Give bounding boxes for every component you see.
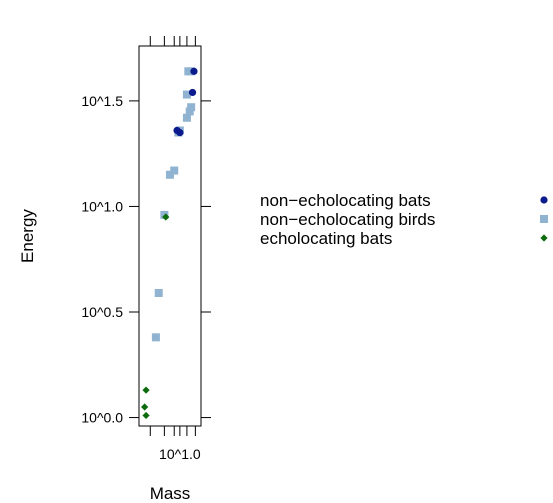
legend-label: non−echolocating bats (260, 191, 431, 210)
data-point-square (185, 107, 194, 116)
x-tick-label: 10^1.0 (159, 446, 201, 462)
plot-frame (138, 45, 202, 427)
data-point-square (154, 289, 163, 297)
data-point-square (166, 170, 174, 179)
x-axis-top-ticks (149, 36, 196, 46)
data-point-diamond (141, 403, 149, 411)
y-axis-left-ticks: 10^0.0 10^0.5 10^1.0 10^1.5 (81, 93, 139, 426)
data-point-circle (190, 67, 198, 75)
y-tick-label: 10^1.0 (81, 198, 123, 214)
data-point-diamond (142, 386, 150, 394)
data-point-square (170, 166, 179, 175)
data-point-square (184, 67, 193, 76)
data-point-square (182, 113, 191, 122)
data-point-square (187, 103, 196, 112)
legend-marker-square (540, 215, 548, 223)
y-tick-label: 10^0.0 (81, 410, 123, 426)
data-points (141, 67, 198, 420)
x-axis-bottom-ticks: 10^1.0 (149, 426, 201, 462)
legend-label: echolocating bats (260, 229, 392, 248)
y-axis-label: Energy (18, 209, 37, 263)
data-point-circle (173, 126, 181, 135)
legend-label: non−echolocating birds (260, 210, 435, 229)
data-point-square (182, 90, 191, 99)
y-axis-right-ticks (201, 100, 211, 419)
legend-marker-circle (540, 196, 548, 204)
y-tick-label: 10^0.5 (81, 304, 123, 320)
data-point-diamond (162, 213, 170, 221)
data-point-square (151, 333, 160, 342)
x-axis-label: Mass (150, 484, 191, 503)
legend-marker-diamond (540, 234, 548, 242)
data-point-diamond (142, 411, 150, 420)
y-tick-label: 10^1.5 (81, 93, 123, 109)
data-point-circle (188, 88, 197, 97)
